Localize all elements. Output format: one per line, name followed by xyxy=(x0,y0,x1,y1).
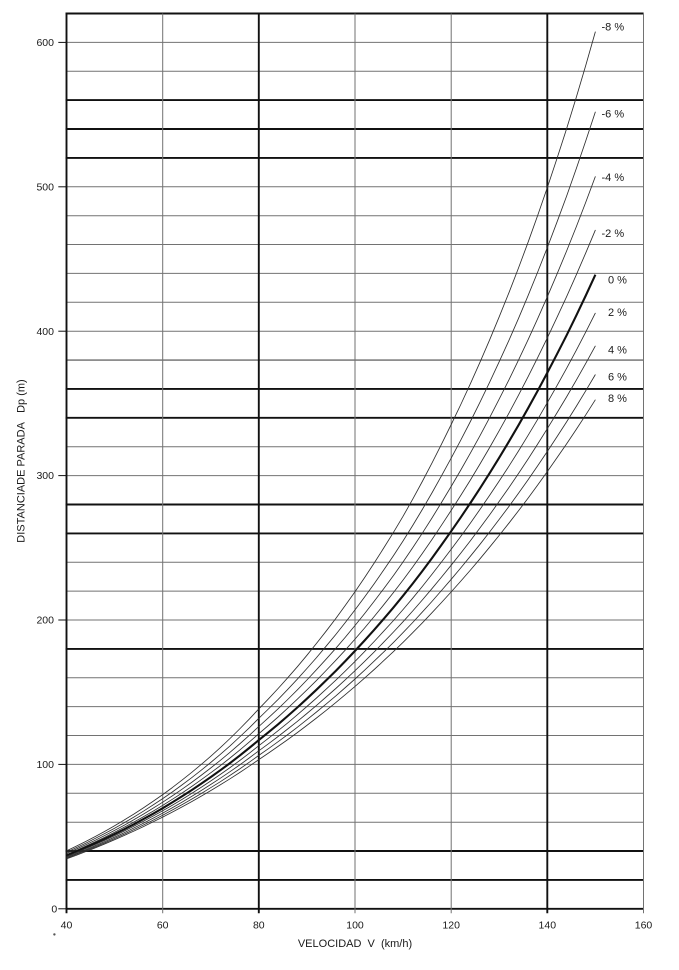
svg-text:-8 %: -8 % xyxy=(602,22,625,34)
svg-text:200: 200 xyxy=(36,615,54,627)
svg-text:600: 600 xyxy=(36,37,54,49)
svg-text:300: 300 xyxy=(36,470,54,482)
svg-text:40: 40 xyxy=(61,919,73,931)
svg-text:6 %: 6 % xyxy=(608,371,627,383)
svg-text:60: 60 xyxy=(157,919,169,931)
svg-text:-2 %: -2 % xyxy=(602,228,625,240)
svg-text:VELOCIDAD V (km/h): VELOCIDAD V (km/h) xyxy=(298,938,412,950)
svg-text:500: 500 xyxy=(36,181,54,193)
svg-text:2 %: 2 % xyxy=(608,307,627,319)
svg-text:-6 %: -6 % xyxy=(602,108,625,120)
svg-text:120: 120 xyxy=(442,919,460,931)
svg-text:100: 100 xyxy=(36,759,54,771)
svg-text:80: 80 xyxy=(253,919,265,931)
svg-text:DISTANCIADE PARADA Dp (m): DISTANCIADE PARADA Dp (m) xyxy=(16,379,28,542)
svg-text:400: 400 xyxy=(36,326,54,338)
svg-text:0 %: 0 % xyxy=(608,275,627,287)
svg-text:0: 0 xyxy=(51,903,57,915)
svg-text:8 %: 8 % xyxy=(608,393,627,405)
svg-text:-4 %: -4 % xyxy=(602,172,625,184)
svg-text:100: 100 xyxy=(346,919,364,931)
svg-text:160: 160 xyxy=(635,919,653,931)
svg-text:4 %: 4 % xyxy=(608,345,627,357)
svg-text:140: 140 xyxy=(539,919,557,931)
